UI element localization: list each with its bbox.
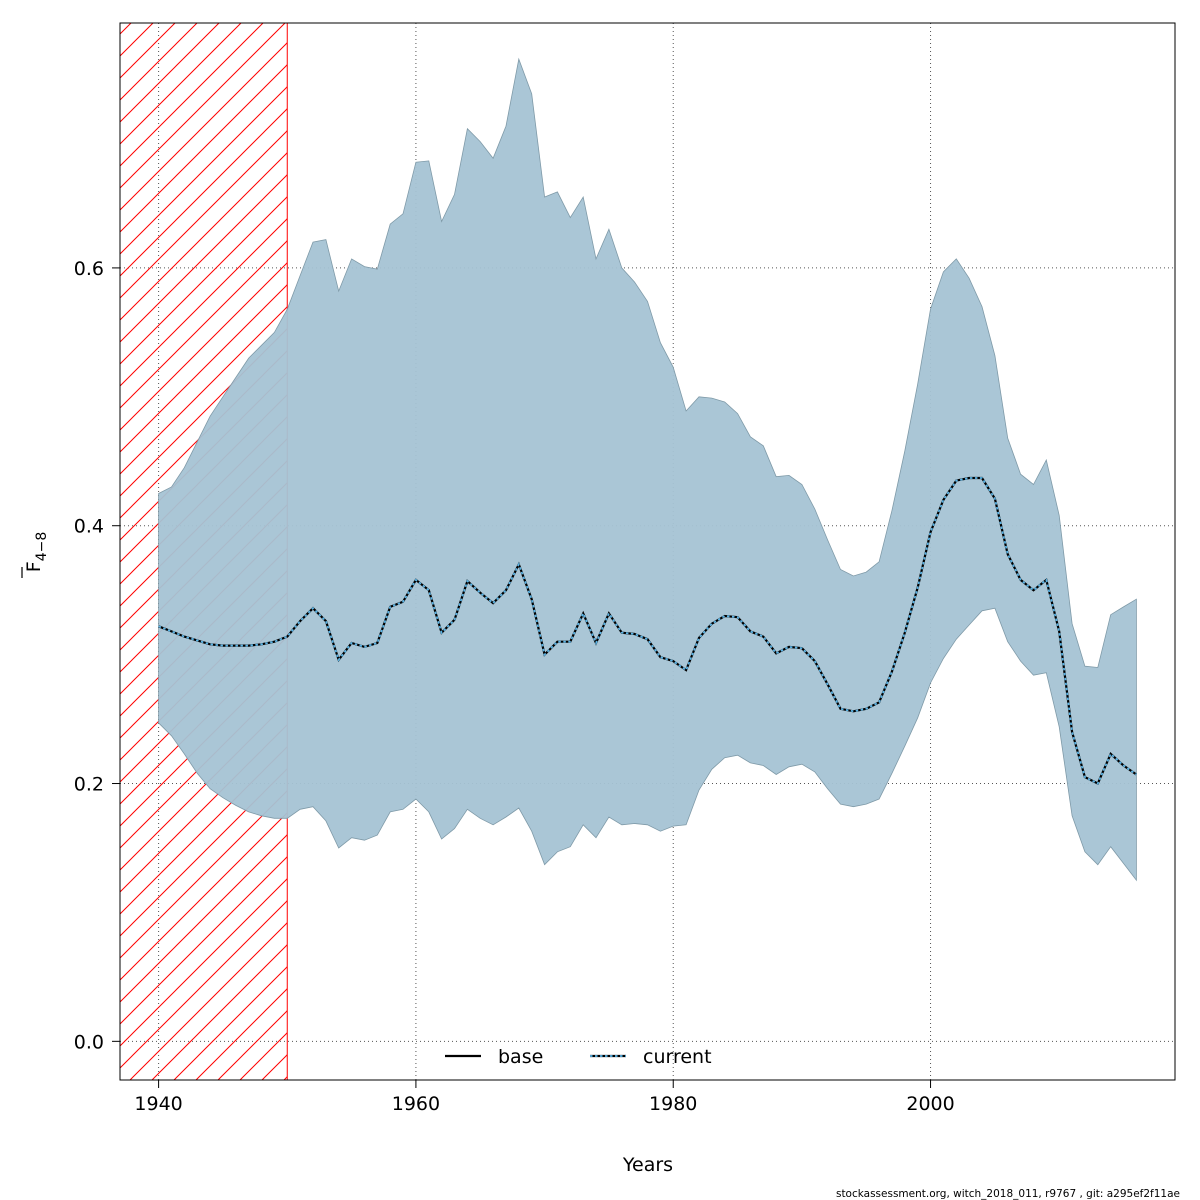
y-axis-title-main: F	[23, 561, 45, 572]
series-line-base	[158, 476, 1138, 785]
legend-label-base: base	[498, 1046, 543, 1068]
confidence-band	[158, 57, 1137, 882]
x-axis-title: Years	[622, 1154, 673, 1176]
series-lines	[158, 476, 1138, 785]
y-axis-title: F4−8	[21, 532, 50, 578]
x-tick-label: 1960	[392, 1093, 440, 1115]
axes: 1940 1960 1980 2000 0.0 0.2 0.4 0.6	[74, 258, 955, 1115]
y-tick-label: 0.6	[74, 258, 104, 280]
confidence-band-polygon	[158, 57, 1137, 882]
svg-text:F4−8: F4−8	[23, 532, 50, 572]
footer-text: stockassessment.org, witch_2018_011, r97…	[836, 1188, 1180, 1200]
x-tick-label: 1980	[649, 1093, 697, 1115]
plot-frame	[119, 22, 1176, 1081]
y-tick-label: 0.0	[74, 1031, 104, 1053]
legend-label-current: current	[643, 1046, 712, 1068]
x-tick-label: 1940	[134, 1093, 182, 1115]
y-tick-label: 0.4	[74, 516, 104, 538]
x-tick-label: 2000	[906, 1093, 954, 1115]
y-axis-title-sub: 4−8	[34, 532, 50, 562]
y-tick-label: 0.2	[74, 774, 104, 796]
legend: base current	[445, 1046, 712, 1068]
